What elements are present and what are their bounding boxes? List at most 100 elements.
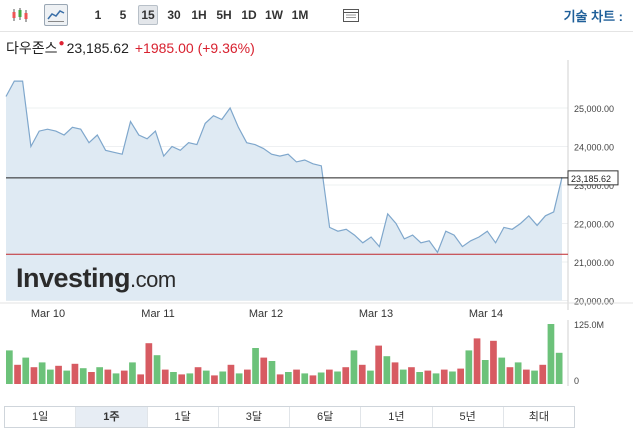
volume-bar [260, 357, 268, 384]
last-price-tag [567, 170, 619, 186]
volume-bar [268, 361, 276, 384]
volume-bar [334, 371, 341, 384]
investing-watermark: Investing.com [16, 263, 176, 293]
interval-button-5h[interactable]: 5H [216, 8, 232, 22]
instrument-name: 다우존스 [6, 40, 58, 56]
interval-button-1h[interactable]: 1H [191, 8, 207, 22]
interval-button-1m[interactable]: 1M [291, 8, 309, 22]
volume-bar [202, 370, 210, 384]
price-change: +1985.00 [134, 40, 194, 56]
volume-bar [440, 369, 448, 384]
volume-bar [244, 369, 251, 384]
interval-button-1d[interactable]: 1D [241, 8, 257, 22]
volume-bar [145, 343, 153, 384]
volume-bar [47, 369, 54, 384]
volume-bar [276, 374, 284, 384]
volume-bar [358, 364, 366, 384]
price-change-percent: (+9.36%) [197, 40, 255, 56]
volume-bar [161, 369, 169, 384]
volume-bar [498, 357, 506, 384]
y-tick-label: 20,000.00 [574, 297, 614, 307]
price-area [6, 81, 562, 301]
volume-bar [383, 356, 391, 384]
volume-bar [285, 372, 292, 384]
volume-bar [293, 369, 300, 384]
volume-bar [178, 374, 185, 384]
volume-bar [506, 367, 514, 384]
volume-bar [96, 367, 103, 384]
price-chart[interactable]: 25,000.00 24,000.00 23,000.00 22,000.00 21,0… [0, 60, 633, 400]
area-chart-icon[interactable] [44, 4, 68, 26]
volume-bar [432, 373, 440, 384]
volume-bar [449, 371, 456, 384]
volume-bar [367, 370, 374, 384]
interval-button-1w[interactable]: 1W [265, 8, 283, 22]
volume-bar [523, 369, 530, 384]
price-line [5, 80, 563, 254]
volume-bar [30, 367, 38, 384]
period-tab-1[interactable]: 1주 [76, 407, 148, 427]
volume-bar [170, 372, 177, 384]
volume-bar [408, 367, 415, 384]
volume-bar [194, 367, 202, 384]
volume-bar [416, 372, 423, 384]
x-tick-label: Mar 13 [359, 308, 393, 320]
period-tab-4[interactable]: 6달 [290, 407, 362, 427]
quote-header: 다우존스● 23,185.62 +1985.00 (+9.36%) [6, 38, 255, 58]
candlestick-icon[interactable] [8, 4, 32, 26]
x-tick-label: Mar 11 [141, 308, 174, 320]
y-tick-label: 24,000.00 [574, 143, 614, 153]
volume-bar [481, 360, 489, 384]
volume-bar [350, 350, 358, 384]
volume-bar [490, 340, 497, 384]
volume-bar [211, 375, 218, 384]
volume-zero-label: 0 [574, 376, 579, 386]
interval-button-5[interactable]: 5 [119, 8, 127, 22]
period-selector: 1일 1주 1달 3달 6달 1년 5년 최대 [4, 406, 575, 428]
chart-toolbar: 1 5 15 30 1H 5H 1D 1W 1M 기술 차트 : [0, 0, 633, 32]
volume-bar [88, 372, 95, 384]
period-tab-6[interactable]: 5년 [433, 407, 504, 427]
interval-button-15[interactable]: 15 [138, 5, 158, 25]
volume-bar [555, 352, 563, 384]
volume-bar [531, 370, 538, 384]
calendar-icon[interactable] [339, 4, 363, 26]
volume-bar [38, 362, 46, 384]
volume-bar [104, 369, 112, 384]
y-tick-label: 23,000.00 [574, 181, 614, 191]
x-tick-label: Mar 10 [31, 308, 65, 320]
interval-button-1[interactable]: 1 [94, 8, 102, 22]
period-tab-7[interactable]: 최대 [528, 411, 549, 423]
last-price: 23,185.62 [66, 40, 129, 56]
period-tab-2[interactable]: 1달 [148, 407, 219, 427]
volume-bar [227, 364, 235, 384]
volume-bar [71, 363, 79, 384]
period-tab-0[interactable]: 1일 [5, 407, 77, 427]
period-tab-3[interactable]: 3달 [219, 407, 290, 427]
y-tick-label: 25,000.00 [574, 104, 614, 114]
volume-bar [424, 370, 432, 384]
advanced-chart-link[interactable]: 기술 차트 : [563, 9, 623, 24]
volume-bar [129, 362, 136, 384]
x-tick-label: Mar 12 [249, 308, 283, 320]
volume-bar [22, 357, 30, 384]
volume-bar [219, 371, 227, 384]
live-dot-icon: ● [58, 38, 65, 49]
volume-bar [186, 373, 194, 384]
volume-bar [112, 373, 120, 384]
volume-bar [391, 362, 399, 384]
volume-bar [547, 324, 555, 384]
last-price-tag-label: 23,185.62 [571, 174, 611, 184]
volume-bar [326, 369, 333, 384]
volume-bar [153, 355, 161, 384]
volume-bar [514, 362, 522, 384]
volume-bar [399, 369, 407, 384]
volume-bar [63, 370, 71, 384]
interval-button-30[interactable]: 30 [167, 8, 181, 22]
volume-bar [309, 375, 317, 384]
x-tick-label: Mar 14 [469, 308, 503, 320]
period-tab-5[interactable]: 1년 [361, 407, 433, 427]
volume-bar [252, 348, 259, 384]
volume-bar [539, 364, 547, 384]
volume-bar [457, 368, 464, 384]
